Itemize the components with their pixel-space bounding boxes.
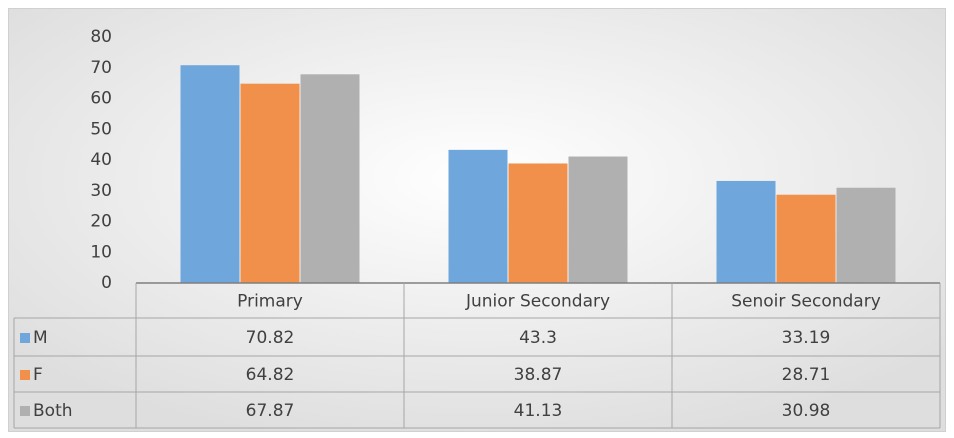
legend-label: F [33,365,43,385]
bar [508,163,568,283]
table-value: 38.87 [514,365,563,385]
table-value: 28.71 [782,365,831,385]
table-header: Junior Secondary [465,292,610,312]
table-value: 33.19 [782,328,831,348]
bar [836,187,896,283]
y-tick-label: 50 [90,119,112,139]
bar [776,194,836,283]
y-tick-label: 20 [90,212,112,232]
table-value: 67.87 [246,401,295,421]
bar [568,156,628,283]
y-tick-label: 0 [101,273,112,293]
table-value: 43.3 [519,328,557,348]
bar [180,65,240,283]
legend-swatch [20,370,30,380]
table-value: 70.82 [246,328,295,348]
legend-swatch [20,333,30,343]
table-header: Senoir Secondary [731,292,881,312]
bar [240,83,300,283]
table-value: 30.98 [782,401,831,421]
y-tick-label: 70 [90,58,112,78]
legend-label: M [33,328,48,348]
y-tick-label: 80 [90,27,112,47]
table-header: Primary [237,292,303,312]
legend-swatch [20,406,30,416]
y-tick-label: 40 [90,150,112,170]
y-tick-label: 30 [90,181,112,201]
bar [448,149,508,283]
y-tick-label: 60 [90,89,112,109]
y-tick-label: 10 [90,242,112,262]
bar [300,74,360,284]
table-value: 64.82 [246,365,295,385]
legend-label: Both [33,401,73,421]
bar [716,180,776,283]
table-value: 41.13 [514,401,563,421]
